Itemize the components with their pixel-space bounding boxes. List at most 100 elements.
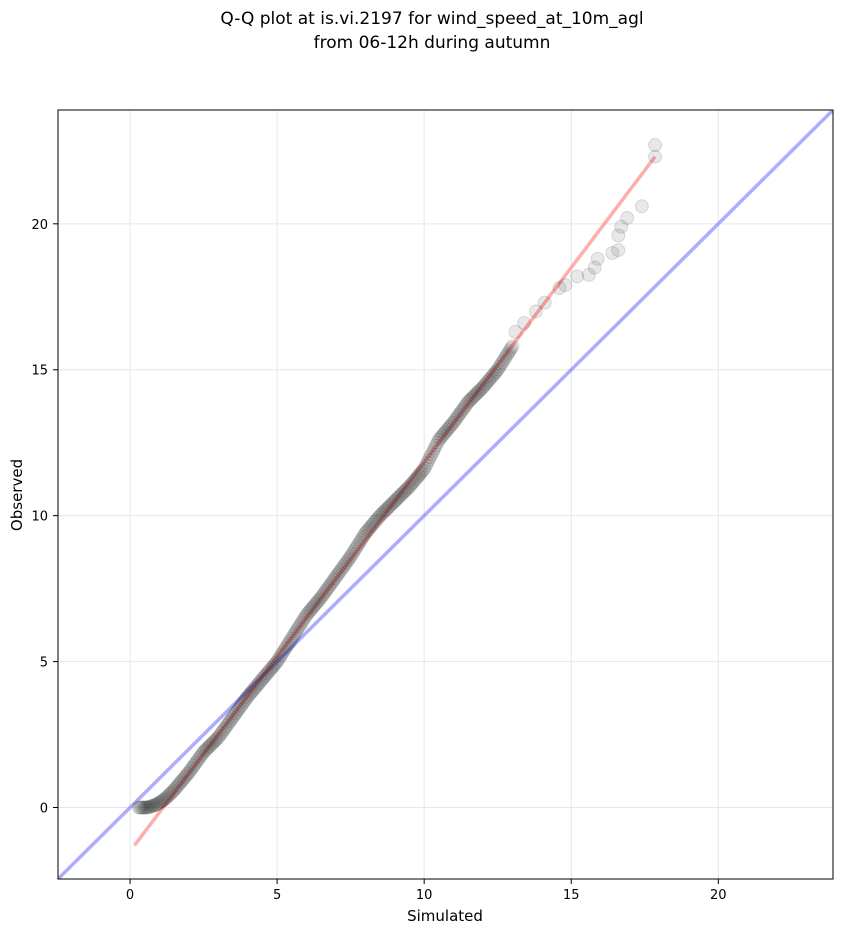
qq-point bbox=[379, 501, 394, 516]
qq-point bbox=[358, 526, 373, 541]
qq-point bbox=[503, 341, 518, 356]
qq-point bbox=[280, 638, 295, 653]
qq-point bbox=[488, 365, 503, 380]
qq-point bbox=[452, 407, 467, 422]
qq-point bbox=[472, 383, 487, 398]
y-tick-label: 0 bbox=[40, 801, 48, 816]
qq-point bbox=[362, 521, 377, 536]
qq-point bbox=[364, 519, 379, 534]
qq-point bbox=[341, 553, 356, 568]
qq-point bbox=[446, 415, 461, 430]
qq-point bbox=[437, 425, 452, 440]
qq-point bbox=[496, 353, 511, 368]
qq-point bbox=[498, 350, 513, 365]
x-tick-label: 0 bbox=[126, 888, 134, 903]
qq-point bbox=[517, 316, 532, 331]
qq-point bbox=[352, 535, 367, 550]
qq-point bbox=[195, 746, 210, 761]
y-tick-label: 5 bbox=[40, 656, 48, 671]
qq-point bbox=[189, 754, 204, 769]
qq-point bbox=[225, 710, 240, 725]
qq-point bbox=[483, 370, 498, 385]
qq-point bbox=[191, 752, 206, 767]
qq-point bbox=[209, 731, 224, 746]
qq-point bbox=[227, 708, 242, 723]
qq-point bbox=[173, 775, 188, 790]
qq-point bbox=[330, 567, 345, 582]
qq-point bbox=[492, 359, 507, 374]
qq-point bbox=[247, 681, 262, 696]
qq-point bbox=[414, 465, 429, 480]
qq-point bbox=[144, 799, 159, 814]
qq-point bbox=[426, 444, 441, 459]
qq-point bbox=[614, 219, 629, 234]
qq-point bbox=[320, 581, 335, 596]
qq-point bbox=[326, 573, 341, 588]
qq-point bbox=[465, 391, 480, 406]
qq-point bbox=[185, 760, 200, 775]
x-tick-label: 20 bbox=[710, 888, 727, 903]
qq-point bbox=[351, 537, 366, 552]
qq-point bbox=[147, 798, 162, 813]
qq-point bbox=[401, 480, 416, 495]
y-tick-label: 15 bbox=[31, 364, 48, 379]
qq-point bbox=[313, 591, 328, 606]
qq-point bbox=[312, 592, 327, 607]
qq-point bbox=[153, 794, 168, 809]
qq-point bbox=[196, 744, 211, 759]
qq-point bbox=[410, 470, 425, 485]
qq-point bbox=[234, 698, 249, 713]
fit-line bbox=[133, 155, 657, 847]
qq-point bbox=[336, 559, 351, 574]
qq-point bbox=[205, 736, 220, 751]
qq-point bbox=[266, 659, 281, 674]
qq-point bbox=[219, 718, 234, 733]
qq-point bbox=[299, 608, 314, 623]
qq-point bbox=[300, 606, 315, 621]
qq-point bbox=[264, 661, 279, 676]
y-tick-label: 10 bbox=[31, 510, 48, 525]
qq-point bbox=[169, 780, 184, 795]
qq-point bbox=[277, 642, 292, 657]
qq-point bbox=[188, 756, 203, 771]
qq-point bbox=[449, 411, 464, 426]
qq-point bbox=[325, 575, 340, 590]
qq-point bbox=[322, 579, 337, 594]
qq-point bbox=[199, 741, 214, 756]
qq-point bbox=[459, 397, 474, 412]
qq-point bbox=[413, 466, 428, 481]
qq-point bbox=[493, 357, 508, 372]
chart-title-line-1: Q-Q plot at is.vi.2197 for wind_speed_at… bbox=[220, 9, 643, 29]
qq-point bbox=[476, 379, 491, 394]
qq-point bbox=[214, 726, 229, 741]
qq-point bbox=[333, 563, 348, 578]
qq-point bbox=[319, 583, 334, 598]
qq-point bbox=[397, 484, 412, 499]
y-tick-label: 20 bbox=[31, 218, 48, 233]
qq-point bbox=[183, 762, 198, 777]
qq-point bbox=[479, 376, 494, 391]
qq-point bbox=[353, 533, 368, 548]
qq-point bbox=[400, 481, 415, 496]
qq-point bbox=[316, 587, 331, 602]
qq-point bbox=[149, 797, 164, 812]
qq-point bbox=[372, 509, 387, 524]
qq-point bbox=[323, 577, 338, 592]
qq-point bbox=[349, 539, 364, 554]
qq-point bbox=[417, 461, 432, 476]
qq-point bbox=[306, 599, 321, 614]
qq-point bbox=[436, 427, 451, 442]
qq-point bbox=[139, 800, 154, 815]
qq-point bbox=[335, 561, 350, 576]
qq-point bbox=[267, 657, 282, 672]
qq-point bbox=[338, 557, 353, 572]
qq-point bbox=[345, 546, 360, 561]
qq-point bbox=[290, 622, 305, 637]
qq-point bbox=[450, 409, 465, 424]
qq-point bbox=[587, 260, 602, 275]
qq-point bbox=[439, 424, 454, 439]
qq-point bbox=[157, 792, 172, 807]
points-layer bbox=[131, 138, 663, 815]
qq-point bbox=[143, 799, 158, 814]
qq-point bbox=[443, 419, 458, 434]
